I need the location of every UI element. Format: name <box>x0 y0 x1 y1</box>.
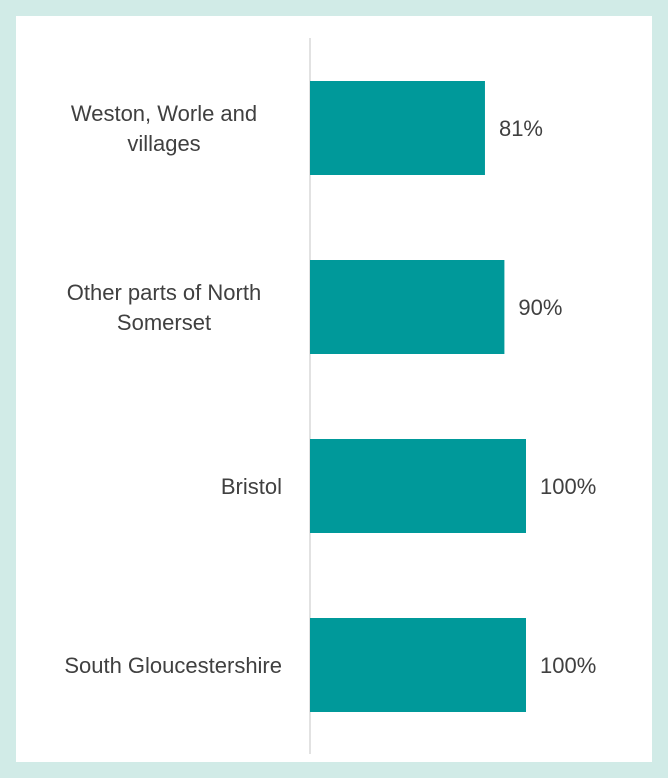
bar-chart: 81% Weston, Worle and villages 90% Other par… <box>64 38 596 754</box>
category-label-0: Weston, Worle and villages <box>71 101 257 156</box>
data-label-1: 90% <box>518 295 562 320</box>
category-label-2: Bristol <box>221 474 282 499</box>
bar-2 <box>310 439 526 533</box>
data-label-2: 100% <box>540 474 596 499</box>
data-label-0: 81% <box>499 116 543 141</box>
bar-3 <box>310 618 526 712</box>
category-label-3: South Gloucestershire <box>64 653 282 678</box>
category-label-1: Other parts of North Somerset <box>67 280 261 335</box>
bar-1 <box>310 260 505 354</box>
data-label-3: 100% <box>540 653 596 678</box>
chart-panel: 81% Weston, Worle and villages 90% Other par… <box>16 16 652 762</box>
bar-0 <box>310 81 485 175</box>
